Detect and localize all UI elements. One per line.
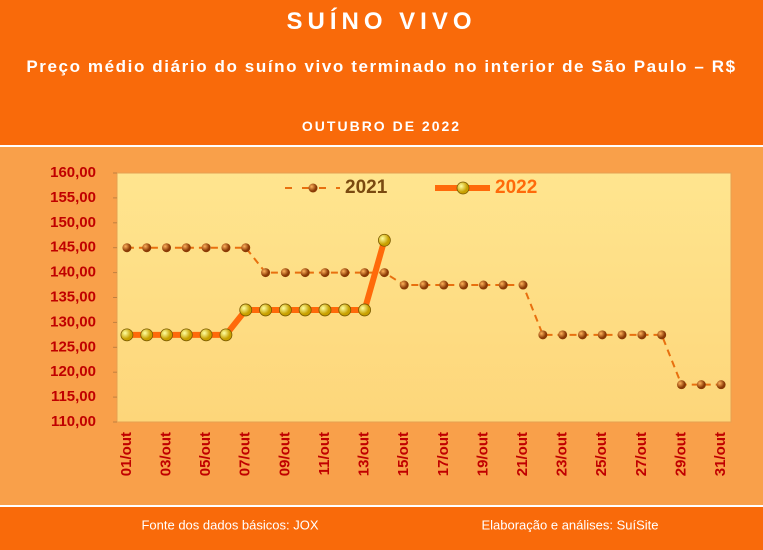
point [518,280,528,290]
point [261,268,271,278]
point [259,303,272,317]
point [538,330,548,340]
x-tick-label: 13/out [356,432,373,476]
y-tick-label: 115,00 [51,388,96,405]
point [379,268,389,278]
point [280,268,290,278]
subtitle: Preço médio diário do suíno vivo termina… [26,57,737,76]
point [478,280,488,290]
y-tick-label: 130,00 [50,313,96,330]
legend-marker [308,183,318,193]
point [597,330,607,340]
y-tick-label: 110,00 [51,413,96,430]
point [160,328,173,342]
point [241,243,251,253]
point [318,303,332,317]
period: OUTUBRO DE 2022 [301,118,462,134]
x-tick-label: 19/out [474,432,491,476]
point [340,268,350,278]
credit-note: Elaboração e análises: SuíSite [481,517,658,532]
point [617,330,627,340]
y-tick-label: 120,00 [50,363,96,380]
plot-area [116,172,732,423]
point [120,328,134,342]
point [716,380,726,390]
x-tick-label: 01/out [118,432,135,476]
y-tick-label: 150,00 [50,214,96,231]
point [377,233,391,247]
point [338,303,352,317]
point [179,328,193,342]
point [358,303,371,317]
point [657,330,667,340]
x-tick-label: 07/out [237,432,254,476]
point [201,243,211,253]
point [199,328,213,342]
point [558,330,568,340]
x-tick-label: 25/out [593,432,610,476]
source-note: Fonte dos dados básicos: JOX [141,517,318,532]
point [219,328,233,342]
title: SUÍNO VIVO [286,8,477,35]
point [320,268,330,278]
point [221,243,231,253]
point [300,268,310,278]
point [122,243,132,253]
y-tick-label: 135,00 [50,288,96,305]
x-tick-label: 31/out [712,432,729,476]
point [360,268,370,278]
x-tick-label: 09/out [276,432,293,476]
point [637,330,647,340]
point [419,280,429,290]
x-tick-label: 27/out [633,432,650,476]
y-tick-label: 155,00 [50,189,96,206]
y-tick-label: 140,00 [50,264,96,281]
point [239,303,253,317]
x-tick-label: 11/out [316,432,333,475]
point [278,303,292,317]
point [140,328,154,342]
y-tick-label: 145,00 [50,239,96,256]
x-tick-label: 15/out [395,432,412,476]
point [676,380,686,390]
point [498,280,508,290]
x-tick-label: 23/out [554,432,571,476]
point [577,330,587,340]
x-tick-label: 03/out [157,432,174,476]
x-tick-label: 17/out [435,432,452,476]
legend-marker [456,181,470,195]
y-tick-label: 125,00 [50,338,96,355]
point [696,380,706,390]
point [142,243,152,253]
point [298,303,312,317]
point [459,280,469,290]
point [439,280,449,290]
x-tick-label: 21/out [514,432,531,476]
x-tick-label: 05/out [197,432,214,476]
point [162,243,172,253]
point [399,280,409,290]
legend-label: 2021 [345,177,388,198]
y-tick-label: 160,00 [50,164,96,181]
legend-label: 2022 [495,177,537,198]
point [181,243,191,253]
x-tick-label: 29/out [672,432,689,476]
